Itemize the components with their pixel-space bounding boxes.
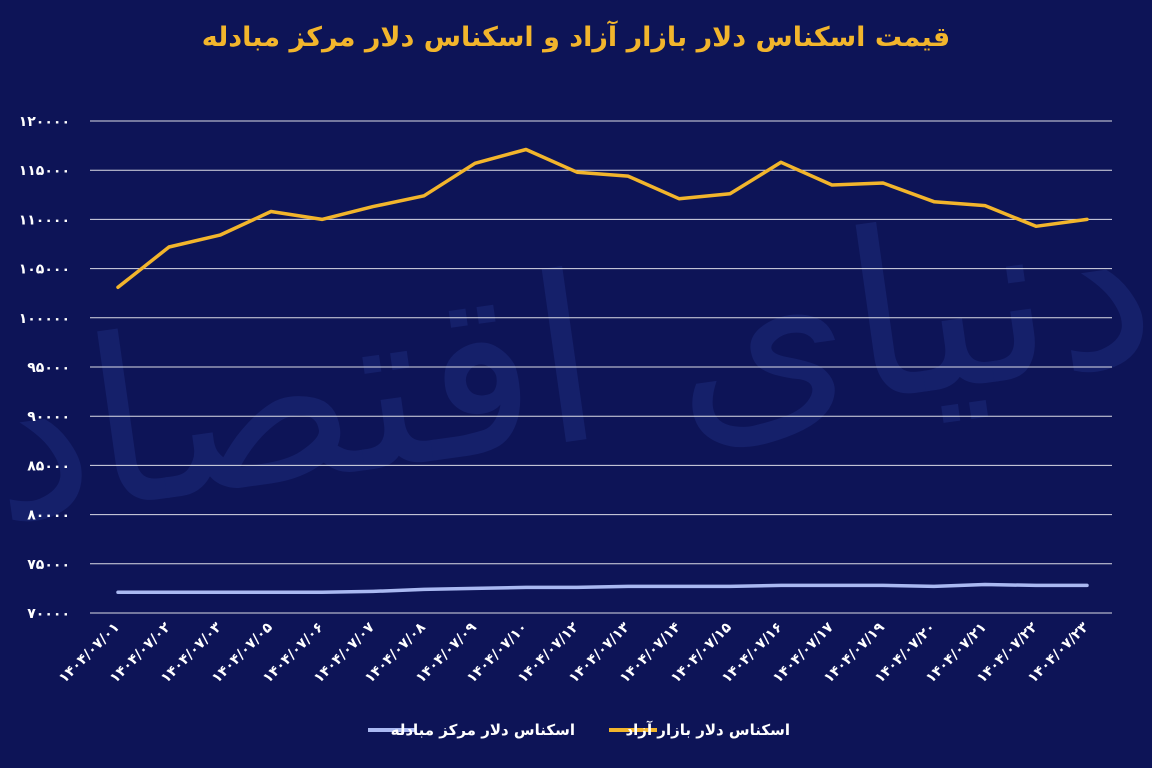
y-tick-label: ۱۲۰۰۰۰ [19,114,70,130]
legend-item: اسکناس دلار بازار آزاد [609,721,790,739]
legend-item: اسکناس دلار مرکز مبادله [368,721,575,739]
x-axis: ۱۴۰۴/۰۷/۰۱۱۴۰۴/۰۷/۰۲۱۴۰۴/۰۷/۰۳۱۴۰۴/۰۷/۰۵… [56,619,1092,686]
chart-title: قیمت اسکناس دلار بازار آزاد و اسکناس دلا… [201,22,951,53]
y-tick-label: ۷۰۰۰۰ [27,606,70,622]
y-tick-label: ۱۱۵۰۰۰ [19,163,70,179]
y-tick-label: ۷۵۰۰۰ [27,557,70,573]
y-tick-label: ۸۰۰۰۰ [27,508,70,524]
y-tick-label: ۹۵۰۰۰ [27,360,70,376]
series-line [116,582,1089,595]
legend-label: اسکناس دلار بازار آزاد [625,721,790,739]
series-lines [116,147,1089,595]
series-line [116,147,1089,290]
grid-lines [90,120,1112,614]
y-tick-label: ۸۵۰۰۰ [27,458,70,474]
y-tick-label: ۱۱۰۰۰۰ [19,212,70,228]
legend: اسکناس دلار بازار آزاد اسکناس دلار مرکز م… [368,721,790,739]
y-axis: ۱۲۰۰۰۰ ۱۱۵۰۰۰ ۱۱۰۰۰۰ ۱۰۵۰۰۰ ۱۰۰۰۰۰ ۹۵۰۰۰ ۹۰۰۰۰… [19,114,70,622]
watermark: دنیای اقتصاد [0,148,1152,576]
legend-label: اسکناس دلار مرکز مبادله [391,721,575,739]
y-tick-label: ۱۰۵۰۰۰ [19,262,70,278]
y-tick-label: ۹۰۰۰۰ [27,409,70,425]
y-tick-label: ۱۰۰۰۰۰ [19,311,70,327]
